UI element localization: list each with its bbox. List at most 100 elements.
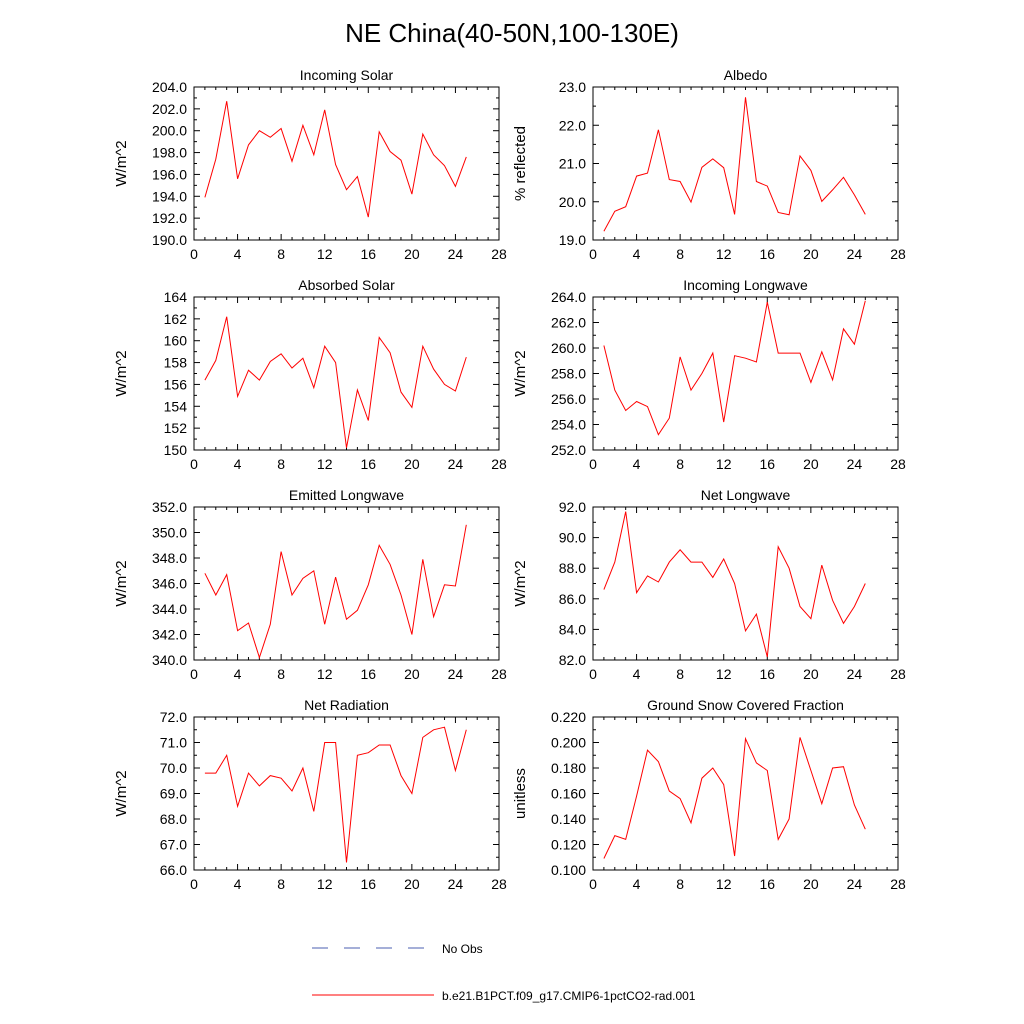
y-tick-label: 90.0	[559, 530, 586, 546]
x-tick-label: 20	[404, 456, 420, 472]
y-tick-label: 71.0	[160, 735, 187, 751]
x-tick-label: 16	[360, 456, 376, 472]
x-tick-label: 12	[716, 876, 732, 892]
y-axis-label: W/m^2	[113, 140, 130, 186]
x-tick-label: 16	[360, 876, 376, 892]
plot-frame	[592, 296, 899, 451]
series-line	[204, 524, 467, 660]
x-tick-label: 8	[277, 666, 285, 682]
plot-frame	[193, 296, 500, 451]
x-tick-label: 8	[277, 876, 285, 892]
x-tick-label: 12	[317, 666, 333, 682]
y-axis-label: W/m^2	[512, 560, 529, 606]
x-tick-label: 4	[633, 876, 641, 892]
x-tick-label: 12	[317, 876, 333, 892]
y-tick-label: 264.0	[551, 289, 586, 305]
x-tick-label: 16	[360, 246, 376, 262]
legend-label-no-obs: No Obs	[442, 942, 483, 956]
panel-net-longwave: Net Longwave 0 4 8 12 16 20 24 28 82.0 84.0 86.0 88.…	[512, 487, 906, 682]
series-line	[204, 101, 467, 218]
x-tick-label: 0	[190, 456, 198, 472]
legend-label-model: b.e21.B1PCT.f09_g17.CMIP6-1pctCO2-rad.00…	[442, 989, 696, 1003]
x-tick-label: 24	[847, 456, 863, 472]
y-tick-label: 158	[164, 355, 188, 371]
y-axis-label: W/m^2	[512, 350, 529, 396]
panel-title: Net Longwave	[701, 487, 791, 503]
y-tick-label: 152	[164, 420, 188, 436]
y-tick-label: 262.0	[551, 315, 586, 331]
x-tick-label: 20	[803, 666, 819, 682]
y-tick-label: 23.0	[559, 79, 586, 95]
panel-title: Albedo	[724, 67, 768, 83]
series-line	[603, 736, 866, 859]
y-tick-label: 0.160	[551, 786, 586, 802]
y-tick-label: 68.0	[160, 811, 187, 827]
y-axis-label: % reflected	[512, 126, 529, 201]
x-tick-label: 28	[890, 246, 906, 262]
y-tick-label: 70.0	[160, 760, 187, 776]
x-tick-label: 24	[448, 456, 464, 472]
y-tick-label: 86.0	[559, 591, 586, 607]
panel-title: Net Radiation	[304, 697, 389, 713]
x-tick-label: 20	[803, 876, 819, 892]
y-tick-label: 69.0	[160, 786, 187, 802]
x-tick-label: 0	[589, 666, 597, 682]
x-tick-label: 20	[404, 246, 420, 262]
y-tick-label: 154	[164, 398, 188, 414]
x-tick-label: 28	[890, 876, 906, 892]
legend: No Obs b.e21.B1PCT.f09_g17.CMIP6-1pctCO2…	[312, 942, 696, 1003]
x-tick-label: 8	[277, 246, 285, 262]
panel-title: Emitted Longwave	[289, 487, 404, 503]
x-tick-label: 24	[448, 246, 464, 262]
y-tick-label: 0.120	[551, 837, 586, 853]
x-tick-label: 4	[633, 246, 641, 262]
x-tick-label: 12	[716, 246, 732, 262]
x-tick-label: 8	[676, 246, 684, 262]
y-tick-label: 352.0	[152, 499, 187, 515]
x-tick-label: 4	[234, 246, 242, 262]
x-tick-label: 0	[589, 876, 597, 892]
y-tick-label: 252.0	[551, 442, 586, 458]
y-tick-label: 88.0	[559, 560, 586, 576]
x-tick-label: 20	[404, 876, 420, 892]
y-tick-label: 196.0	[152, 166, 187, 182]
plot-frame	[193, 716, 500, 871]
y-tick-label: 344.0	[152, 601, 187, 617]
x-tick-label: 0	[589, 456, 597, 472]
panel-title: Incoming Longwave	[683, 277, 808, 293]
x-tick-label: 0	[190, 876, 198, 892]
y-tick-label: 160	[164, 333, 188, 349]
x-tick-label: 0	[589, 246, 597, 262]
x-tick-label: 16	[360, 666, 376, 682]
x-tick-label: 12	[716, 666, 732, 682]
panel-absorbed-solar: Absorbed Solar 0 4 8 12 16 20 24 28 150 152 154 156 1…	[113, 277, 507, 472]
y-tick-label: 72.0	[160, 709, 187, 725]
y-tick-label: 0.220	[551, 709, 586, 725]
y-tick-label: 0.180	[551, 760, 586, 776]
y-tick-label: 350.0	[152, 525, 187, 541]
y-tick-label: 84.0	[559, 621, 586, 637]
series-line	[204, 316, 467, 448]
y-tick-label: 256.0	[551, 391, 586, 407]
y-tick-label: 156	[164, 376, 188, 392]
y-tick-label: 340.0	[152, 652, 187, 668]
x-tick-label: 24	[448, 876, 464, 892]
series-line	[204, 726, 467, 863]
y-tick-label: 202.0	[152, 101, 187, 117]
panel-ground-snow-covered-fraction: Ground Snow Covered Fraction 0 4 8 12 16 20 24 2…	[512, 697, 906, 892]
x-tick-label: 12	[716, 456, 732, 472]
panel-emitted-longwave: Emitted Longwave 0 4 8 12 16 20 24 28 340.0 342.0 3…	[113, 487, 507, 682]
y-tick-label: 20.0	[559, 194, 586, 210]
x-tick-label: 12	[317, 246, 333, 262]
y-tick-label: 342.0	[152, 627, 187, 643]
x-tick-label: 16	[759, 246, 775, 262]
x-tick-label: 16	[759, 456, 775, 472]
y-tick-label: 346.0	[152, 576, 187, 592]
x-tick-label: 28	[491, 246, 507, 262]
x-tick-label: 8	[676, 876, 684, 892]
plot-frame	[193, 506, 500, 661]
x-tick-label: 8	[277, 456, 285, 472]
y-tick-label: 22.0	[559, 117, 586, 133]
y-tick-label: 204.0	[152, 79, 187, 95]
